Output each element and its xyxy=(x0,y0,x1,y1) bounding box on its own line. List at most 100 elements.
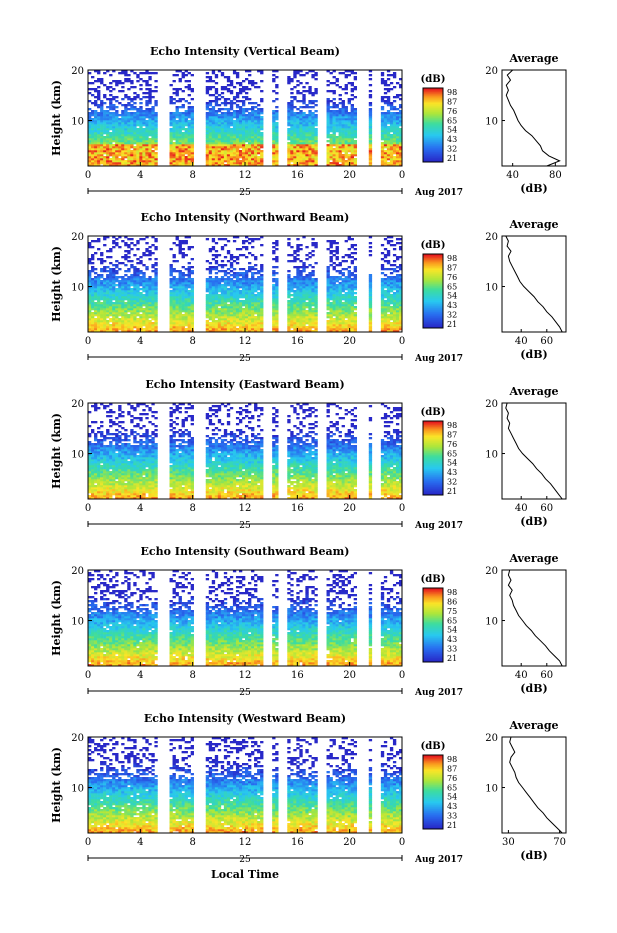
heatmap-cell xyxy=(191,298,194,300)
heatmap-cell xyxy=(302,152,305,154)
heatmap-cell xyxy=(182,248,185,250)
day-label: 25 xyxy=(239,188,251,198)
heatmap-cell xyxy=(236,124,239,126)
heatmap-cell xyxy=(179,290,182,292)
heatmap-cell xyxy=(296,100,299,102)
heatmap-cell xyxy=(145,328,148,330)
heatmap-cell xyxy=(390,160,393,162)
heatmap-cell xyxy=(121,296,124,298)
heatmap-cell xyxy=(139,98,142,100)
heatmap-cell xyxy=(336,114,339,116)
heatmap-cell xyxy=(272,148,275,150)
heatmap-cell xyxy=(91,124,94,126)
heatmap-cell xyxy=(206,102,209,104)
heatmap-cell xyxy=(130,278,133,280)
heatmap-cell xyxy=(94,80,97,82)
heatmap-cell xyxy=(336,104,339,106)
heatmap-cell xyxy=(218,152,221,154)
heatmap-cell xyxy=(272,132,275,134)
heatmap-cell xyxy=(100,106,103,108)
heatmap-cell xyxy=(272,150,275,152)
heatmap-cell xyxy=(351,132,354,134)
heatmap-cell xyxy=(215,158,218,160)
heatmap-cell xyxy=(97,124,100,126)
heatmap-cell xyxy=(336,160,339,162)
heatmap-cell xyxy=(233,318,236,320)
heatmap-cell xyxy=(136,320,139,322)
heatmap-cell xyxy=(299,138,302,140)
heatmap-cell xyxy=(239,292,242,294)
heatmap-cell xyxy=(130,120,133,122)
heatmap-cell xyxy=(173,324,176,326)
heatmap-cell xyxy=(91,268,94,270)
heatmap-cell xyxy=(354,86,357,88)
heatmap-cell xyxy=(245,296,248,298)
heatmap-cell xyxy=(257,238,260,240)
heatmap-cell xyxy=(227,324,230,326)
heatmap-cell xyxy=(275,86,278,88)
heatmap-cell xyxy=(115,114,118,116)
heatmap-cell xyxy=(302,118,305,120)
heatmap-cell xyxy=(170,266,173,268)
heatmap-cell xyxy=(369,156,372,158)
heatmap-cell xyxy=(248,114,251,116)
heatmap-cell xyxy=(91,316,94,318)
heatmap-cell xyxy=(133,284,136,286)
heatmap-cell xyxy=(179,162,182,164)
heatmap-cell xyxy=(224,150,227,152)
heatmap-cell xyxy=(182,310,185,312)
heatmap-cell xyxy=(221,284,224,286)
heatmap-cell xyxy=(245,130,248,132)
heatmap-cell xyxy=(327,272,330,274)
heatmap-cell xyxy=(302,120,305,122)
heatmap-cell xyxy=(314,122,317,124)
heatmap-cell xyxy=(327,84,330,86)
heatmap-cell xyxy=(224,316,227,318)
heatmap-cell xyxy=(327,294,330,296)
heatmap-cell xyxy=(191,272,194,274)
heatmap-cell xyxy=(218,118,221,120)
heatmap-cell xyxy=(209,250,212,252)
heatmap-cell xyxy=(103,148,106,150)
heatmap-cell xyxy=(170,124,173,126)
heatmap-cell xyxy=(287,310,290,312)
heatmap-cell xyxy=(302,264,305,266)
heatmap-cell xyxy=(390,106,393,108)
heatmap-cell xyxy=(154,124,157,126)
heatmap-cell xyxy=(100,312,103,314)
heatmap-cell xyxy=(115,126,118,128)
heatmap-cell xyxy=(185,302,188,304)
heatmap-cell xyxy=(191,134,194,136)
heatmap-cell xyxy=(230,152,233,154)
heatmap-cell xyxy=(127,114,130,116)
heatmap-cell xyxy=(227,76,230,78)
colorbar-tick-label: 65 xyxy=(447,116,457,125)
heatmap-cell xyxy=(151,162,154,164)
heatmap-cell xyxy=(272,100,275,102)
heatmap-cell xyxy=(299,292,302,294)
heatmap-cell xyxy=(188,162,191,164)
heatmap-cell xyxy=(188,314,191,316)
heatmap-cell xyxy=(106,266,109,268)
heatmap-cell xyxy=(103,324,106,326)
heatmap-cell xyxy=(254,138,257,140)
heatmap-cell xyxy=(170,310,173,312)
heatmap-cell xyxy=(354,124,357,126)
heatmap-cell xyxy=(115,132,118,134)
heatmap-cell xyxy=(275,118,278,120)
heatmap-cell xyxy=(251,312,254,314)
heatmap-cell xyxy=(339,140,342,142)
heatmap-cell xyxy=(245,150,248,152)
heatmap-cell xyxy=(227,292,230,294)
heatmap-cell xyxy=(293,276,296,278)
heatmap-cell xyxy=(173,282,176,284)
heatmap-cell xyxy=(257,306,260,308)
heatmap-cell xyxy=(275,318,278,320)
heatmap-cell xyxy=(151,318,154,320)
heatmap-cell xyxy=(248,98,251,100)
heatmap-cell xyxy=(296,312,299,314)
heatmap-cell xyxy=(188,144,191,146)
heatmap-cell xyxy=(115,158,118,160)
heatmap-cell xyxy=(239,328,242,330)
heatmap-cell xyxy=(227,156,230,158)
